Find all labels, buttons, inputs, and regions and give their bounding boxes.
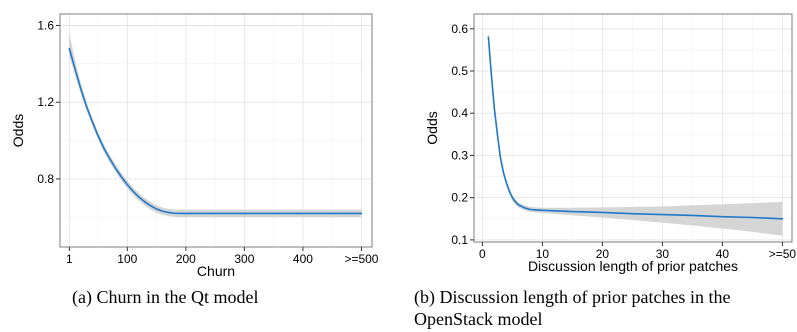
x-tick-label: 40 xyxy=(716,247,730,261)
y-tick-label: 1.6 xyxy=(37,19,54,33)
caption-b: (b) Discussion length of prior patches i… xyxy=(414,287,731,329)
y-axis-label: Odds xyxy=(10,114,26,147)
y-tick-label: 0.6 xyxy=(451,22,468,36)
y-tick-label: 1.2 xyxy=(37,95,54,109)
chart-b: 0 10 20 30 40 >=50 0.1 0.2 0.3 0.4 0.5 0.6 Discussio… xyxy=(424,13,797,274)
fitted-line xyxy=(68,47,363,215)
y-tick-label: 0.4 xyxy=(451,106,468,120)
x-axis-label: Discussion length of prior patches xyxy=(528,258,738,274)
y-tick-label: 0.2 xyxy=(451,191,468,205)
charts-svg: 1 100 200 300 400 >=500 0.8 1.2 1.6 Churn Odds 0 10 2… xyxy=(10,13,797,279)
x-tick-label: 1 xyxy=(66,252,73,266)
x-tick-label: >=50 xyxy=(769,247,797,261)
plot-panel xyxy=(60,14,372,247)
x-tick-label: >=500 xyxy=(344,252,378,266)
caption-a: (a) Churn in the Qt model xyxy=(72,287,259,307)
x-tick-label: 100 xyxy=(117,252,137,266)
x-tick-label: 30 xyxy=(656,247,670,261)
fitted-line xyxy=(487,36,784,220)
plot-border xyxy=(59,13,373,248)
x-tick-label: 400 xyxy=(293,252,313,266)
confidence-band xyxy=(488,30,783,236)
y-tick-label: 0.3 xyxy=(451,148,468,162)
y-tick-label: 0.1 xyxy=(451,233,468,247)
x-axis-label: Churn xyxy=(197,263,235,279)
x-tick-label: 10 xyxy=(536,247,550,261)
y-axis-label: Odds xyxy=(424,111,440,144)
plot-border xyxy=(473,13,793,243)
y-tick-label: 0.8 xyxy=(37,172,54,186)
x-tick-label: 200 xyxy=(176,252,196,266)
x-tick-label: 0 xyxy=(479,247,486,261)
chart-a: 1 100 200 300 400 >=500 0.8 1.2 1.6 Churn Odds xyxy=(10,13,379,279)
x-tick-label: 300 xyxy=(234,252,254,266)
x-tick-label: 20 xyxy=(596,247,610,261)
y-tick-label: 0.5 xyxy=(451,64,468,78)
